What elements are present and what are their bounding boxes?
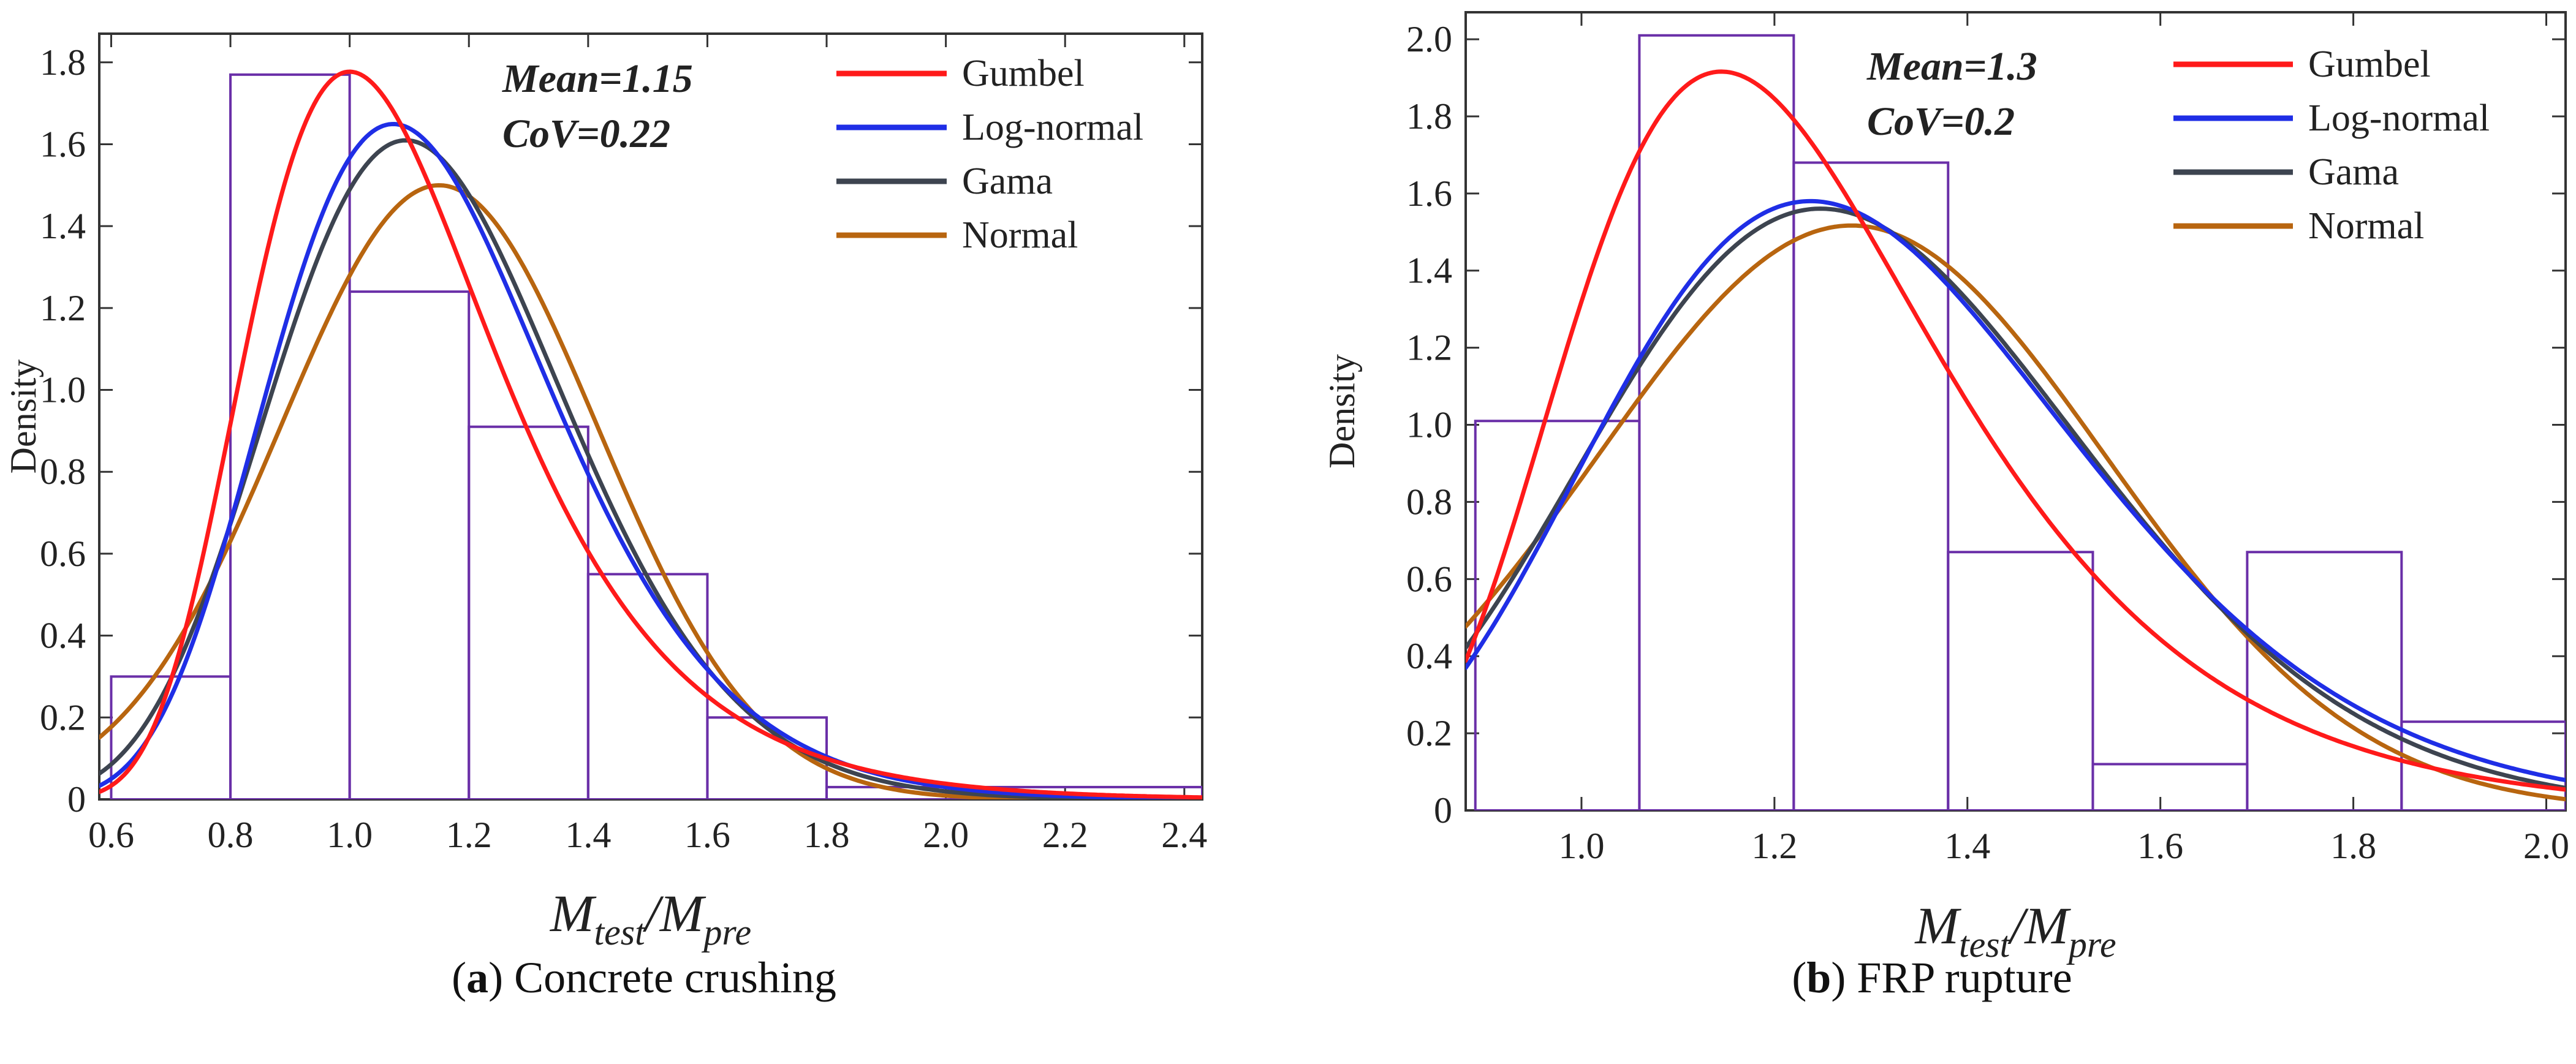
chart-panel-concrete-crushing: 0.6 0.8 1.0 1.2 1.4 1.6 1.8 2.0 2.2 2.4 0 0.2 0.4 0.6… <box>3 32 1207 1002</box>
histogram-bar <box>2400 720 2566 810</box>
y-tick-label: 0.2 <box>40 697 86 738</box>
y-axis-label: Density <box>1322 354 1362 469</box>
y-tick-label: 0.8 <box>40 451 86 492</box>
chart-panel-frp-rupture: 1.0 1.2 1.4 1.6 1.8 2.0 0 0.2 0.4 0.6 0.8 1.0 1.2 1.4… <box>1288 0 2576 1064</box>
y-tick-label: 1.0 <box>1406 405 1452 445</box>
histogram-bar <box>825 785 1202 799</box>
y-tick-label: 1.2 <box>1406 328 1452 368</box>
y-tick-label: 1.6 <box>40 124 86 164</box>
x-tick-label: 1.6 <box>684 815 730 855</box>
curve-gama <box>99 138 1202 799</box>
y-tick-label: 1.8 <box>40 42 86 83</box>
y-tick-label: 1.8 <box>1406 96 1452 137</box>
x-tick-label: 1.0 <box>327 815 373 855</box>
histogram-bar <box>586 573 709 799</box>
x-tick-label: 2.0 <box>2523 826 2569 866</box>
curve-gumbel <box>1466 69 2566 792</box>
annotation-mean: Mean=1.15 <box>502 56 693 101</box>
x-tick-label: 0.8 <box>208 815 254 855</box>
y-tick-label: 1.4 <box>40 206 86 246</box>
x-tick-label: 1.4 <box>565 815 611 855</box>
histogram-bar <box>1638 34 1795 810</box>
x-tick-label: 2.2 <box>1042 815 1088 855</box>
annotation-cov: CoV=0.2 <box>1867 99 2015 144</box>
x-tick-label: 2.4 <box>1161 815 1207 855</box>
curve-normal <box>99 183 1202 799</box>
annotation-cov: CoV=0.22 <box>502 111 670 156</box>
caption-label-a: a <box>466 953 489 1002</box>
y-tick-label: 0.6 <box>1406 559 1452 599</box>
histogram-bar <box>468 425 589 799</box>
y-tick-label: 0.4 <box>40 616 86 656</box>
x-tick-label: 2.0 <box>923 815 969 855</box>
histogram-bar <box>2246 551 2403 810</box>
chart-concrete-crushing: 0.6 0.8 1.0 1.2 1.4 1.6 1.8 2.0 2.2 2.4 0 0.2 0.4 0.6… <box>3 32 1207 953</box>
caption-label-b: b <box>1806 953 1832 1002</box>
histogram-bar <box>1947 551 2094 810</box>
curve-log-normal <box>1466 198 2566 783</box>
x-tick-label: 1.0 <box>1558 826 1604 866</box>
histogram-bar <box>1792 161 1950 810</box>
y-tick-label: 0.6 <box>40 534 86 574</box>
y-axis-label: Density <box>3 360 44 474</box>
x-tick-label: 1.6 <box>2137 826 2183 866</box>
caption-a: (a) Concrete crushing <box>452 953 836 1002</box>
y-tick-label: 0 <box>1434 790 1452 831</box>
x-tick-label: 1.8 <box>804 815 850 855</box>
x-axis-label: Mtest/Mpre <box>549 884 751 953</box>
x-axis-label: Mtest/Mpre <box>1914 896 2116 965</box>
legend-label-gama: Gama <box>962 160 1053 202</box>
caption-text-a: Concrete crushing <box>514 953 836 1002</box>
x-tick-label: 1.4 <box>1944 826 1990 866</box>
y-tick-label: 0 <box>67 779 86 820</box>
x-tick-label: 0.6 <box>88 815 134 855</box>
y-tick-label: 1.6 <box>1406 173 1452 214</box>
legend-label-gumbel: Gumbel <box>2308 43 2431 85</box>
annotation-mean: Mean=1.3 <box>1866 44 2037 89</box>
caption-text-b: FRP rupture <box>1857 953 2072 1002</box>
y-tick-label: 2.0 <box>1406 19 1452 59</box>
legend-label-gumbel: Gumbel <box>962 53 1085 94</box>
y-tick-label: 0.4 <box>1406 636 1452 676</box>
histogram-bar <box>2091 763 2249 810</box>
legend-label-gama: Gama <box>2308 151 2399 193</box>
curve-gama <box>1466 206 2566 790</box>
chart-frp-rupture: 1.0 1.2 1.4 1.6 1.8 2.0 0 0.2 0.4 0.6 0.8 1.0 1.2 1.4… <box>1322 11 2569 965</box>
y-tick-label: 0.8 <box>1406 481 1452 522</box>
y-tick-label: 1.4 <box>1406 251 1452 291</box>
x-tick-label: 1.8 <box>2330 826 2376 866</box>
x-tick-label: 1.2 <box>1751 826 1797 866</box>
legend-label-normal: Normal <box>2308 205 2424 247</box>
legend-label-log-normal: Log-normal <box>962 107 1143 148</box>
legend-label-log-normal: Log-normal <box>2308 97 2490 139</box>
legend-label-normal: Normal <box>962 214 1078 256</box>
histogram-bar <box>348 290 471 799</box>
y-tick-label: 1.0 <box>40 370 86 410</box>
curve-normal <box>1466 223 2566 802</box>
curve-gumbel <box>99 69 1202 799</box>
caption-b: (b) FRP rupture <box>1792 953 2072 1002</box>
y-tick-label: 0.2 <box>1406 713 1452 753</box>
curve-log-normal <box>99 122 1202 799</box>
x-tick-label: 1.2 <box>446 815 492 855</box>
histogram-bar <box>229 73 351 799</box>
y-tick-label: 1.2 <box>40 288 86 328</box>
